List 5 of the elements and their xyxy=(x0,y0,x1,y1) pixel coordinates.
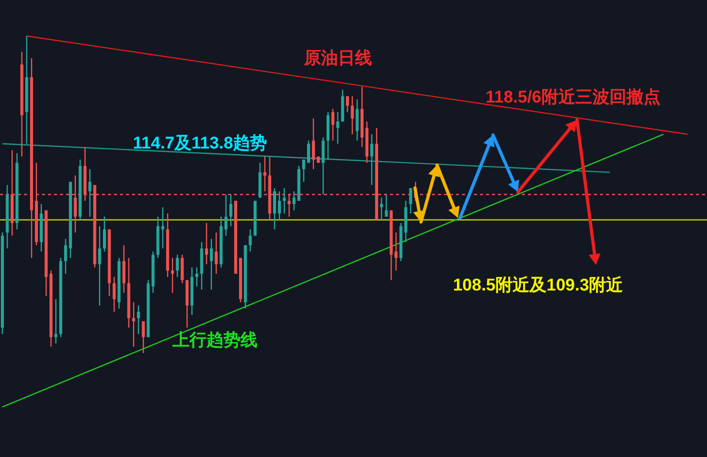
annotation: 114.7及113.8趋势 xyxy=(132,134,268,152)
annotation: 上行趋势线 xyxy=(172,330,258,350)
annotation: 118.5/6附近三波回撤点 xyxy=(486,88,660,106)
annotation: 108.5附近及109.3附近 xyxy=(452,276,624,294)
annotation: 原油日线 xyxy=(303,48,372,68)
